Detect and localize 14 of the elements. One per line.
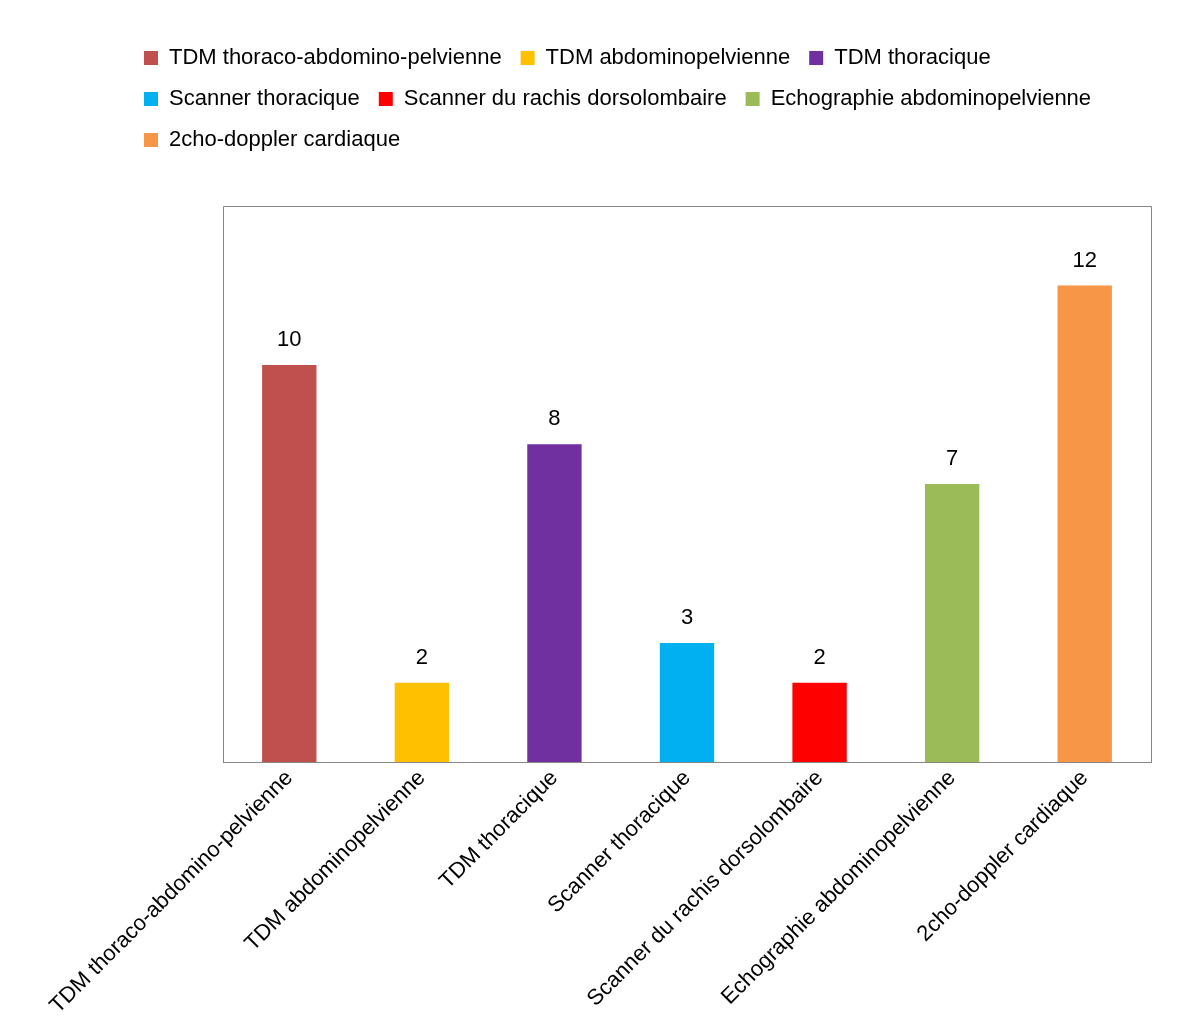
legend-label: TDM thoracique: [834, 44, 991, 70]
data-label: 7: [946, 445, 959, 471]
data-label: 3: [680, 604, 694, 630]
legend-label: TDM abdominopelvienne: [545, 44, 791, 70]
data-label: 12: [1072, 246, 1097, 272]
legend-label: 2cho-doppler cardiaque: [169, 126, 401, 152]
legend-label: Scanner thoracique: [169, 85, 360, 111]
data-label: 2: [415, 643, 428, 669]
data-label: 8: [548, 405, 561, 431]
legend-label: Echographie abdominopelvienne: [770, 85, 1092, 111]
data-label: 10: [277, 325, 302, 351]
legend-label: Scanner du rachis dorsolombaire: [403, 85, 727, 111]
data-label: 2: [813, 643, 826, 669]
legend-label: TDM thoraco-abdomino-pelvienne: [169, 44, 502, 70]
